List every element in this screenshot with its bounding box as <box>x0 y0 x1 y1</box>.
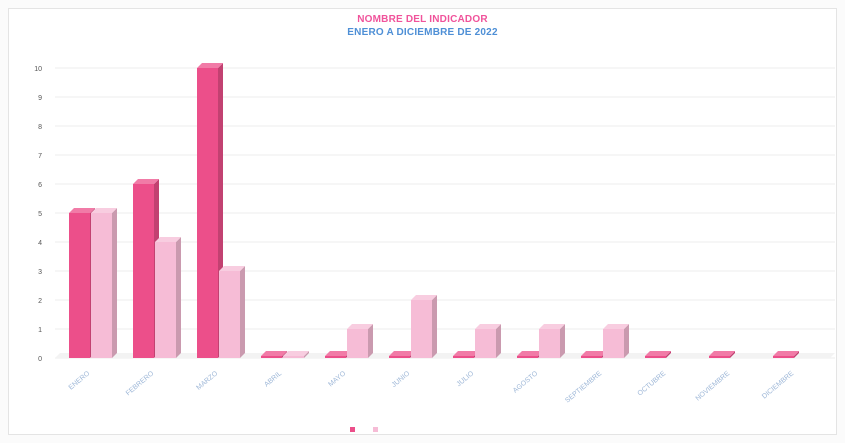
y-tick-label: 0 <box>38 356 42 363</box>
bar <box>475 324 501 358</box>
bar-front <box>475 329 496 358</box>
legend-swatch <box>373 427 378 432</box>
x-tick-label: MARZO <box>195 370 219 392</box>
bar-front <box>283 356 304 358</box>
bar-front <box>219 271 240 358</box>
bar-top <box>539 324 565 329</box>
legend-swatch <box>350 427 355 432</box>
bar-top <box>155 237 181 242</box>
bar-top <box>453 351 479 356</box>
bar-front <box>411 300 432 358</box>
bar <box>283 351 309 358</box>
bar-front <box>581 356 602 358</box>
bar <box>709 351 735 358</box>
bar-front <box>645 356 666 358</box>
bar-top <box>197 63 223 68</box>
bar <box>645 351 671 358</box>
bar-front <box>155 242 176 358</box>
bar <box>539 324 565 358</box>
bar-top <box>261 351 287 356</box>
bar-front <box>603 329 624 358</box>
x-tick-label: DICIEMBRE <box>761 370 796 401</box>
bar-top <box>91 208 117 213</box>
x-tick-label: NOVIEMBRE <box>695 370 732 403</box>
x-tick-label: ABRIL <box>263 370 283 388</box>
bar-side <box>666 351 671 358</box>
bar-front <box>325 356 346 358</box>
bar <box>347 324 373 358</box>
bar-front <box>517 356 538 358</box>
bar-top <box>603 324 629 329</box>
bar <box>773 351 799 358</box>
bar-front <box>453 356 474 358</box>
bar-front <box>773 356 794 358</box>
bar-top <box>709 351 735 356</box>
x-tick-label: MAYO <box>327 370 347 389</box>
bar-top <box>69 208 95 213</box>
bar-front <box>197 68 218 358</box>
bar-side <box>304 351 309 358</box>
x-tick-label: AGOSTO <box>512 370 540 395</box>
bar-front <box>389 356 410 358</box>
y-tick-label: 6 <box>38 182 42 189</box>
bar-top <box>283 351 309 356</box>
legend-item <box>350 427 359 432</box>
bar-top <box>347 324 373 329</box>
y-tick-label: 1 <box>38 327 42 334</box>
bar <box>91 208 117 358</box>
bar <box>603 324 629 358</box>
y-tick-label: 9 <box>38 95 42 102</box>
y-tick-label: 3 <box>38 269 42 276</box>
bar-top <box>475 324 501 329</box>
bar-side <box>730 351 735 358</box>
bar-front <box>709 356 730 358</box>
legend-item <box>373 427 382 432</box>
y-tick-label: 8 <box>38 124 42 131</box>
y-tick-label: 2 <box>38 298 42 305</box>
chart-title: NOMBRE DEL INDICADOR <box>357 14 488 25</box>
bar-side <box>368 324 373 358</box>
bar-front <box>69 213 90 358</box>
bar-side <box>794 351 799 358</box>
bar-side <box>112 208 117 358</box>
chart-legend <box>350 427 382 432</box>
bar-top <box>581 351 607 356</box>
bar-top <box>389 351 415 356</box>
x-tick-label: ENERO <box>68 370 92 392</box>
bar-top <box>645 351 671 356</box>
bar <box>155 237 181 358</box>
bar-top <box>773 351 799 356</box>
bar-top <box>219 266 245 271</box>
x-tick-label: OCTUBRE <box>637 370 668 398</box>
bar-side <box>240 266 245 358</box>
bar-side <box>624 324 629 358</box>
bar <box>411 295 437 358</box>
chart-floor <box>55 353 835 358</box>
y-tick-label: 4 <box>38 240 42 247</box>
x-tick-label: FEBRERO <box>125 370 156 397</box>
y-tick-label: 5 <box>38 211 42 218</box>
bar-top <box>325 351 351 356</box>
bar-top <box>133 179 159 184</box>
bar <box>219 266 245 358</box>
bar-front <box>539 329 560 358</box>
y-tick-label: 7 <box>38 153 42 160</box>
x-tick-label: JUNIO <box>391 370 412 389</box>
bar-top <box>411 295 437 300</box>
bar-side <box>496 324 501 358</box>
y-tick-label: 10 <box>34 66 42 73</box>
bar-front <box>347 329 368 358</box>
bar-side <box>432 295 437 358</box>
bar-front <box>133 184 154 358</box>
bar-side <box>560 324 565 358</box>
bar-front <box>261 356 282 358</box>
x-tick-label: SEPTIEMBRE <box>564 370 603 405</box>
x-tick-label: JULIO <box>456 370 476 388</box>
bar-side <box>176 237 181 358</box>
bar-top <box>517 351 543 356</box>
chart-subtitle: ENERO A DICIEMBRE DE 2022 <box>347 27 498 38</box>
bar-front <box>91 213 112 358</box>
